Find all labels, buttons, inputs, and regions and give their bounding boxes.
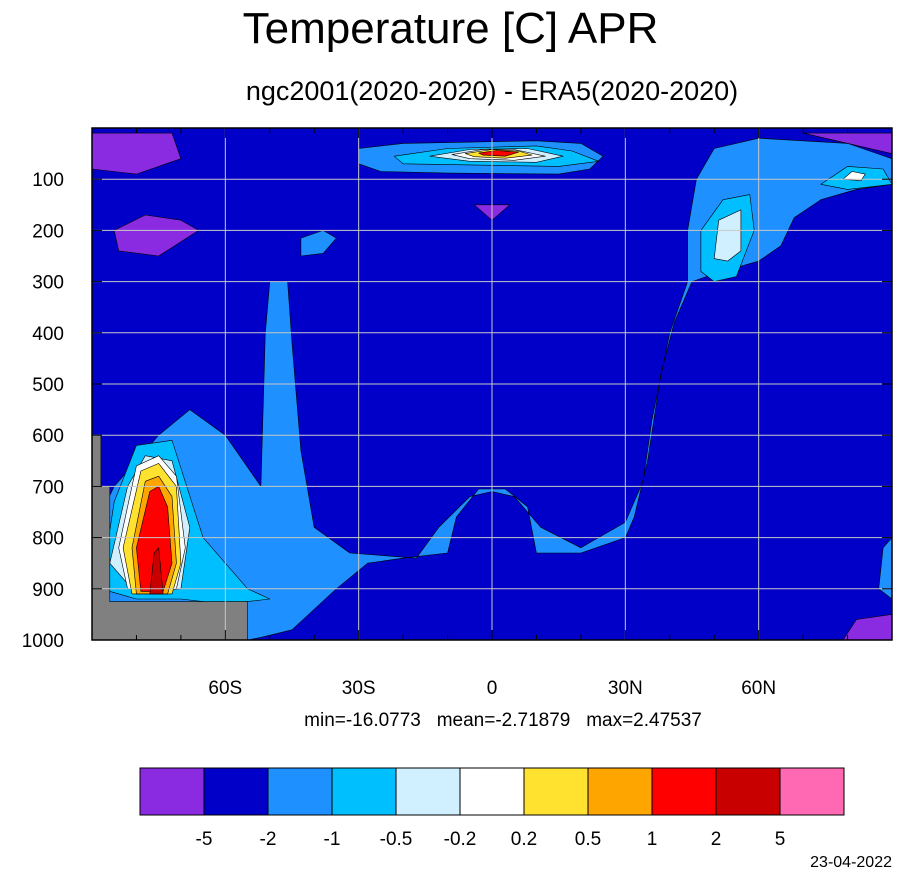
contour-light-blue-nh-surface [878, 537, 892, 600]
x-tick-label: 60N [741, 678, 776, 699]
chart-title: Temperature [C] APR [242, 4, 659, 53]
colorbar-box [459, 767, 525, 816]
colorbar-box [523, 767, 589, 816]
chart-subtitle: ngc2001(2020-2020) - ERA5(2020-2020) [245, 76, 739, 106]
x-tick-label: 30S [342, 678, 376, 699]
contour-white-nh-high [842, 171, 866, 181]
y-tick-label: 700 [32, 477, 64, 498]
colorbar-box [715, 767, 781, 816]
colorbar-label: -5 [196, 829, 213, 850]
colorbar-box [651, 767, 717, 816]
axis-ticks: 60S 30S 0 30N 60N 100 200 300 400 500 600 700 800 900… [22, 128, 892, 699]
colorbar-label: 1 [647, 829, 658, 850]
colorbar-label: 0.5 [575, 829, 601, 850]
y-tick-label: 100 [32, 170, 64, 191]
contour-red-strat-core [478, 150, 520, 157]
y-tick-label: 800 [32, 529, 64, 550]
contour-regions [92, 132, 892, 640]
colorbar-box [587, 767, 653, 816]
colorbar-box [203, 767, 269, 816]
colorbar-box [331, 767, 397, 816]
colorbar-label: -0.2 [444, 829, 477, 850]
x-tick-label: 0 [487, 678, 498, 699]
colorbar-box [779, 767, 845, 816]
x-tick-label: 30N [608, 678, 643, 699]
contour-missing-terrain [92, 434, 248, 640]
y-tick-label: 200 [32, 221, 64, 242]
y-tick-label: 1000 [22, 631, 64, 652]
contour-purple-nh-surface [842, 614, 892, 640]
colorbar-box [395, 767, 461, 816]
date-stamp: 23-04-2022 [810, 854, 892, 871]
colorbar: -5 -2 -1 -0.5 -0.2 0.2 0.5 1 2 5 [139, 767, 845, 850]
y-tick-label: 900 [32, 580, 64, 601]
contour-red-antarctic [136, 486, 173, 592]
y-tick-label: 400 [32, 324, 64, 345]
contour-light-blue-30s-blob [300, 230, 337, 257]
grid-lines [92, 128, 892, 640]
colorbar-label: -1 [324, 829, 341, 850]
colorbar-box [267, 767, 333, 816]
stat-mean: mean=-2.71879 [436, 710, 571, 731]
colorbar-label: 2 [711, 829, 722, 850]
y-tick-label: 500 [32, 375, 64, 396]
colorbar-label: 0.2 [511, 829, 537, 850]
stats-line: min=-16.0773 mean=-2.71879 max=2.47537 [0, 709, 901, 733]
stat-max: max=2.47537 [586, 710, 702, 731]
contour-purple-nh-top [802, 132, 892, 154]
y-tick-label: 300 [32, 273, 64, 294]
colorbar-label: -2 [260, 829, 277, 850]
y-tick-label: 600 [32, 426, 64, 447]
contour-dark-red-antarctic [149, 547, 164, 595]
stat-min: min=-16.0773 [304, 710, 421, 731]
contour-purple-sh-top [92, 132, 182, 175]
colorbar-box [139, 767, 205, 816]
colorbar-label: 5 [775, 829, 786, 850]
colorbar-label: -0.5 [380, 829, 413, 850]
x-tick-label: 60S [208, 678, 242, 699]
